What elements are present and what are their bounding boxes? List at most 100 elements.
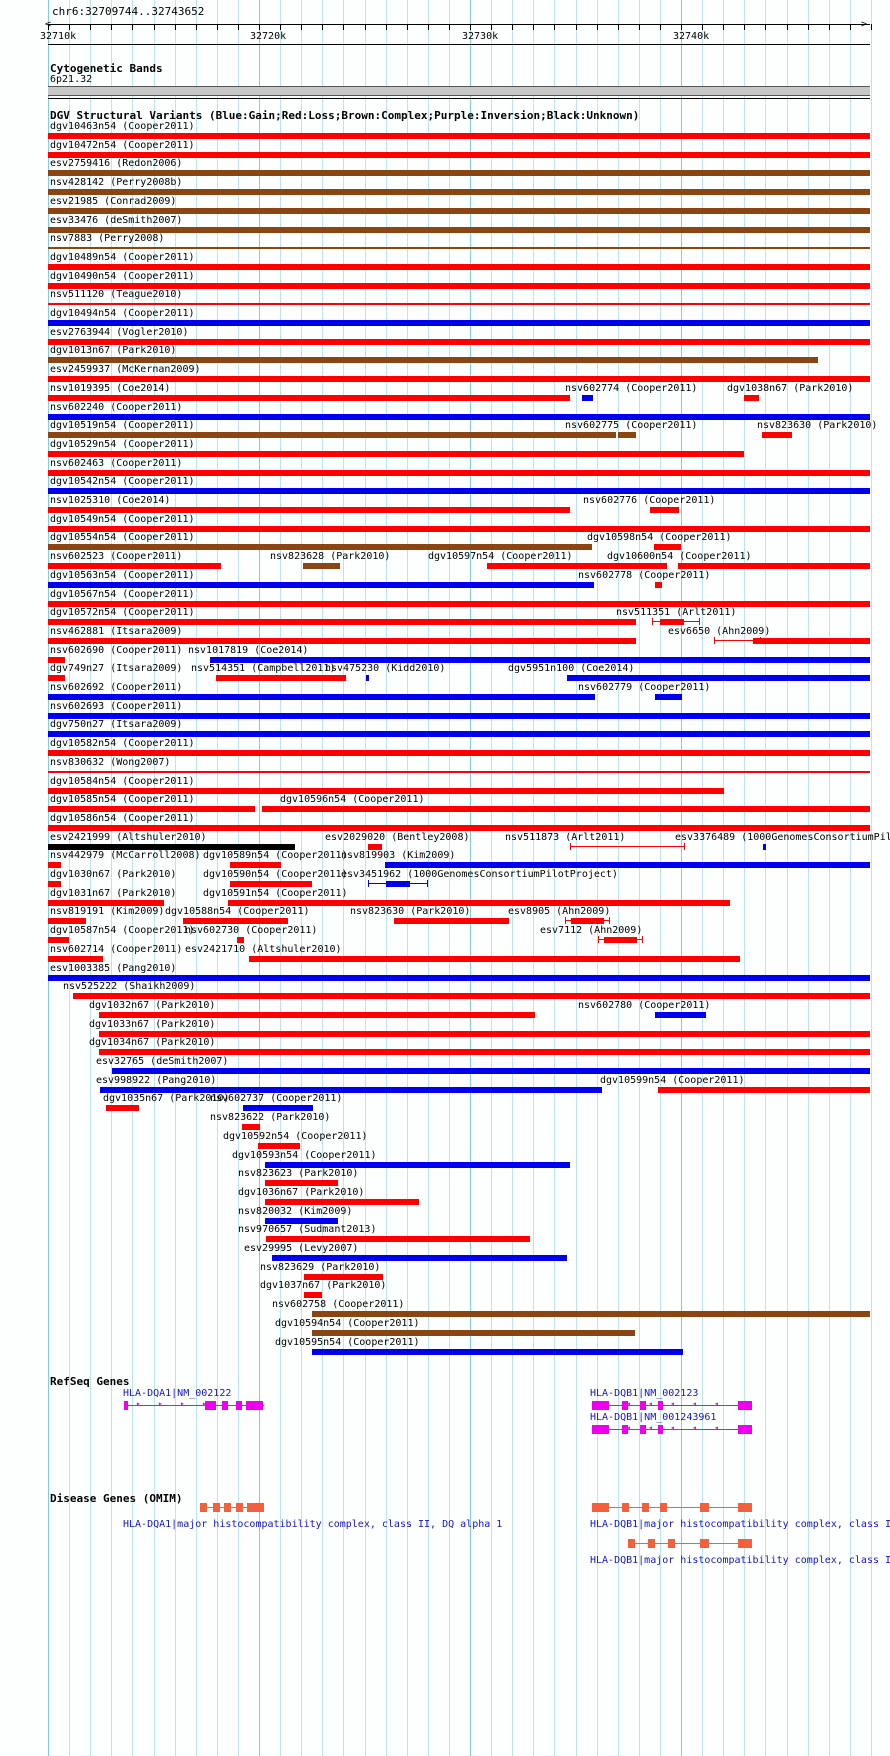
variant-label[interactable]: esv29995 (Levy2007) xyxy=(244,1243,359,1254)
variant-label[interactable]: nsv511120 (Teague2010) xyxy=(50,289,183,301)
variant-bar[interactable] xyxy=(48,247,870,250)
variant-bar[interactable] xyxy=(386,881,410,887)
omim-gene-label[interactable]: HLA-DQB1|major histocompatibility comple… xyxy=(590,1519,890,1530)
omim-exon[interactable] xyxy=(628,1539,635,1548)
variant-bar[interactable] xyxy=(48,881,61,887)
variant-bar[interactable] xyxy=(48,151,870,158)
variant-label[interactable]: nsv823628 (Park2010) xyxy=(270,551,391,563)
variant-label[interactable]: dgv10490n54 (Cooper2011) xyxy=(50,270,195,282)
variant-bar[interactable] xyxy=(237,937,244,944)
variant-bar[interactable] xyxy=(48,450,744,457)
variant-label[interactable]: nsv602778 (Cooper2011) xyxy=(578,569,711,581)
variant-label[interactable]: dgv10554n54 (Cooper2011) xyxy=(50,532,195,544)
variant-bar[interactable] xyxy=(106,1105,139,1112)
variant-label[interactable]: dgv749n27 (Itsara2009) xyxy=(50,663,183,675)
variant-label[interactable]: dgv10563n54 (Cooper2011) xyxy=(50,569,195,581)
variant-bar[interactable] xyxy=(48,413,870,420)
variant-label[interactable]: nsv819191 (Kim2009) xyxy=(50,906,165,918)
variant-bar[interactable] xyxy=(48,637,636,644)
variant-label[interactable]: dgv10489n54 (Cooper2011) xyxy=(50,251,195,263)
variant-label[interactable]: nsv442979 (McCarroll2008) xyxy=(50,850,201,862)
variant-label[interactable]: dgv1013n67 (Park2010) xyxy=(50,345,177,357)
variant-label[interactable]: esv2421710 (Altshuler2010) xyxy=(185,943,342,955)
refseq-exon[interactable] xyxy=(246,1401,263,1410)
refseq-exon[interactable] xyxy=(658,1425,663,1434)
variant-label[interactable]: esv2459937 (McKernan2009) xyxy=(50,364,201,376)
variant-bar[interactable] xyxy=(48,750,870,757)
variant-label[interactable]: nsv823630 (Park2010) xyxy=(350,906,471,918)
variant-bar[interactable] xyxy=(99,1049,870,1056)
variant-bar[interactable] xyxy=(48,955,103,962)
variant-bar[interactable] xyxy=(210,656,870,663)
variant-label[interactable]: dgv10594n54 (Cooper2011) xyxy=(275,1317,420,1329)
variant-label[interactable]: dgv10588n54 (Cooper2011) xyxy=(165,906,310,918)
variant-bar[interactable] xyxy=(48,376,870,383)
refseq-exon[interactable] xyxy=(640,1401,646,1410)
variant-bar[interactable] xyxy=(487,563,667,570)
variant-bar[interactable] xyxy=(230,881,312,887)
variant-bar[interactable] xyxy=(48,263,870,270)
omim-exon[interactable] xyxy=(700,1539,709,1548)
omim-exon[interactable] xyxy=(224,1503,231,1512)
variant-bar[interactable] xyxy=(744,394,759,401)
variant-label[interactable]: dgv10597n54 (Cooper2011) xyxy=(428,551,573,563)
variant-label[interactable]: dgv5951n100 (Coe2014) xyxy=(508,663,635,675)
variant-bar[interactable] xyxy=(654,544,681,551)
variant-bar[interactable] xyxy=(48,488,870,495)
variant-bar[interactable] xyxy=(265,1217,338,1224)
refseq-gene-label[interactable]: HLA-DQA1|NM_002122 xyxy=(123,1388,232,1399)
variant-label[interactable]: dgv10591n54 (Cooper2011) xyxy=(203,887,348,899)
variant-label[interactable]: esv8905 (Ahn2009) xyxy=(508,906,611,918)
omim-exon[interactable] xyxy=(668,1539,675,1548)
variant-label[interactable]: nsv511873 (Arlt2011) xyxy=(505,831,626,843)
variant-label[interactable]: esv1003385 (Pang2010) xyxy=(50,962,177,974)
variant-bar[interactable] xyxy=(48,394,570,401)
refseq-exon[interactable] xyxy=(738,1401,752,1410)
variant-bar[interactable] xyxy=(660,619,684,626)
variant-bar[interactable] xyxy=(228,899,730,906)
variant-bar[interactable] xyxy=(655,1011,706,1018)
variant-label[interactable]: nsv823622 (Park2010) xyxy=(210,1112,331,1124)
variant-bar[interactable] xyxy=(48,563,221,570)
variant-bar[interactable] xyxy=(571,918,604,925)
variant-label[interactable]: nsv602776 (Cooper2011) xyxy=(583,495,716,506)
variant-bar[interactable] xyxy=(266,1236,530,1243)
variant-label[interactable]: dgv1032n67 (Park2010) xyxy=(89,999,216,1011)
variant-bar[interactable] xyxy=(368,843,382,850)
variant-bar[interactable] xyxy=(48,525,870,532)
variant-bar[interactable] xyxy=(258,1142,300,1149)
variant-bar[interactable] xyxy=(394,918,509,925)
variant-bar[interactable] xyxy=(100,1086,602,1093)
omim-exon[interactable] xyxy=(247,1503,264,1512)
refseq-gene-label[interactable]: HLA-DQB1|NM_002123 xyxy=(590,1388,699,1399)
variant-bar[interactable] xyxy=(48,432,616,439)
variant-bar[interactable] xyxy=(604,937,637,944)
variant-bar[interactable] xyxy=(385,862,870,869)
variant-label[interactable]: esv7112 (Ahn2009) xyxy=(540,925,643,937)
variant-label[interactable]: nsv514351 (Campbell2011) xyxy=(191,663,336,675)
variant-bar[interactable] xyxy=(304,1273,383,1280)
omim-exon[interactable] xyxy=(738,1503,752,1512)
variant-bar[interactable] xyxy=(216,675,346,682)
variant-label[interactable]: esv3451962 (1000GenomesConsortiumPilotPr… xyxy=(341,869,618,880)
variant-bar[interactable] xyxy=(48,974,870,981)
variant-bar[interactable] xyxy=(48,133,870,139)
variant-bar[interactable] xyxy=(48,694,595,700)
variant-label[interactable]: dgv10593n54 (Cooper2011) xyxy=(232,1149,377,1161)
coordinate-ruler[interactable]: chr6:32709744..32743652 < > 32710k 32720… xyxy=(0,0,890,44)
variant-bar[interactable] xyxy=(48,320,870,326)
variant-bar[interactable] xyxy=(73,993,870,1000)
variant-label[interactable]: nsv462881 (Itsara2009) xyxy=(50,625,183,637)
variant-bar[interactable] xyxy=(99,1030,870,1037)
variant-bar[interactable] xyxy=(678,563,870,570)
refseq-exon[interactable] xyxy=(658,1401,663,1410)
variant-bar[interactable] xyxy=(48,469,870,476)
variant-bar[interactable] xyxy=(312,1348,683,1355)
variant-label[interactable]: dgv10567n54 (Cooper2011) xyxy=(50,588,195,600)
variant-bar[interactable] xyxy=(658,1086,870,1093)
variant-bar[interactable] xyxy=(762,432,792,439)
variant-bar[interactable] xyxy=(48,770,870,773)
variant-bar[interactable] xyxy=(48,787,724,794)
variant-bar[interactable] xyxy=(48,600,870,607)
variant-label[interactable]: esv32765 (deSmith2007) xyxy=(96,1056,229,1067)
